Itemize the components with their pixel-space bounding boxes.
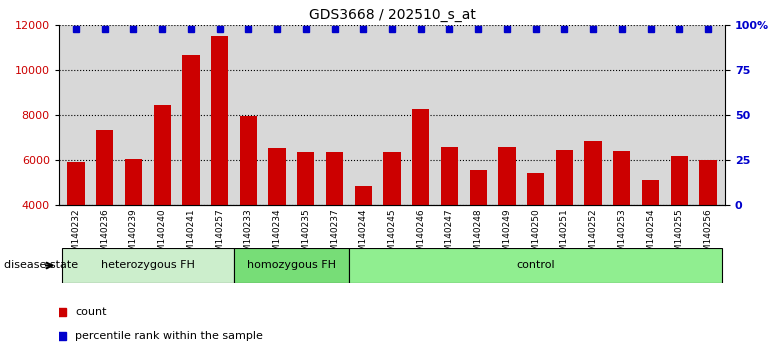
Bar xyxy=(154,105,171,205)
Bar xyxy=(527,173,544,205)
Bar xyxy=(642,181,659,205)
Bar xyxy=(354,186,372,205)
Bar xyxy=(211,36,228,205)
Bar xyxy=(326,152,343,205)
Text: count: count xyxy=(75,307,107,317)
Bar xyxy=(349,248,722,283)
Bar xyxy=(613,151,630,205)
Bar xyxy=(556,150,573,205)
Bar xyxy=(62,248,234,283)
Bar xyxy=(499,147,516,205)
Bar xyxy=(584,141,601,205)
Bar xyxy=(383,152,401,205)
Bar xyxy=(67,162,85,205)
Bar xyxy=(96,130,114,205)
Bar xyxy=(268,148,285,205)
Bar xyxy=(297,152,314,205)
Bar xyxy=(470,170,487,205)
Bar xyxy=(125,159,142,205)
Bar xyxy=(699,160,717,205)
Text: heterozygous FH: heterozygous FH xyxy=(101,261,194,270)
Text: disease state: disease state xyxy=(4,261,78,270)
Title: GDS3668 / 202510_s_at: GDS3668 / 202510_s_at xyxy=(309,8,475,22)
Text: homozygous FH: homozygous FH xyxy=(247,261,336,270)
Bar xyxy=(240,116,257,205)
Bar xyxy=(441,147,458,205)
Bar xyxy=(183,55,200,205)
Bar xyxy=(412,109,430,205)
Bar xyxy=(670,156,688,205)
Text: control: control xyxy=(517,261,555,270)
Text: percentile rank within the sample: percentile rank within the sample xyxy=(75,331,263,341)
Bar xyxy=(234,248,349,283)
